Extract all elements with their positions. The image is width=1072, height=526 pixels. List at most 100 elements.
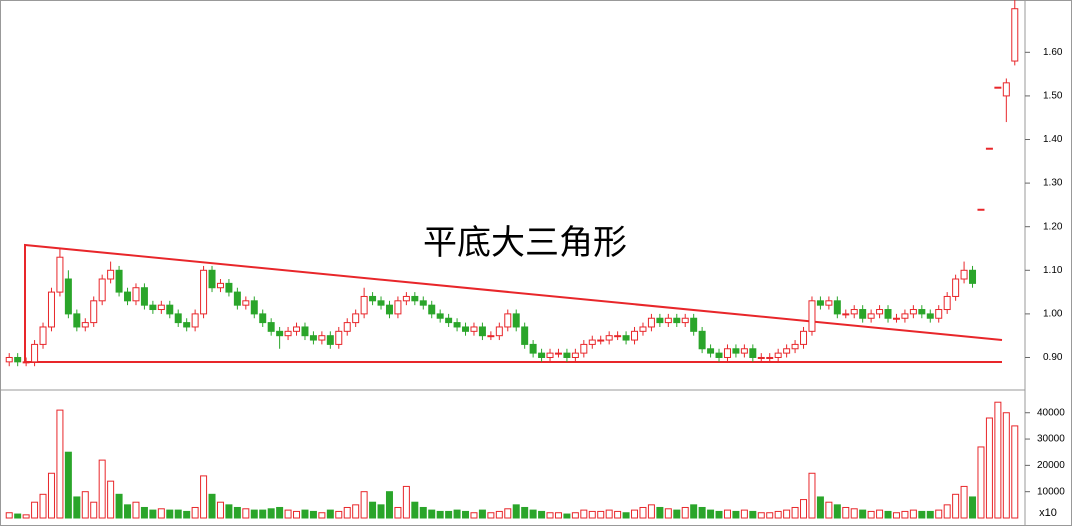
candle-body <box>200 269 208 315</box>
volume-bar <box>462 510 470 519</box>
candle-body <box>850 309 858 315</box>
candle-body <box>132 287 140 302</box>
candle-body <box>715 352 723 358</box>
volume-bar <box>335 510 343 519</box>
volume-bar <box>73 496 81 519</box>
volume-bar <box>766 512 774 519</box>
volume-bar <box>259 509 267 519</box>
candle-body <box>521 326 529 345</box>
volume-bar <box>233 506 241 519</box>
volume-bar <box>850 508 858 519</box>
candle-body <box>436 313 444 319</box>
volume-bar <box>926 510 934 519</box>
volume-bar <box>318 512 326 519</box>
candle-body <box>394 300 402 315</box>
candle-body <box>352 313 360 324</box>
candle-body <box>14 356 22 363</box>
volume-bar <box>352 504 360 519</box>
volume-bar <box>22 514 30 519</box>
volume-bar <box>487 512 495 519</box>
candle-body <box>47 291 55 328</box>
volume-bar <box>723 509 731 519</box>
candle-body <box>124 291 132 302</box>
candle-body <box>664 317 672 324</box>
candle-body <box>892 317 900 320</box>
volume-bar <box>715 510 723 519</box>
y-tick-label: 1.10 <box>1043 265 1063 276</box>
candle-body <box>647 317 655 328</box>
candle-body <box>884 309 892 319</box>
volume-bar <box>369 501 377 519</box>
volume-bar <box>445 510 453 519</box>
candle-body <box>191 313 199 328</box>
candle-body <box>428 304 436 315</box>
volume-bar <box>115 493 123 519</box>
candle-body <box>31 343 39 363</box>
candle-body <box>326 335 334 345</box>
candle-body <box>90 300 98 324</box>
candle-body <box>107 269 115 280</box>
volume-bar <box>800 499 808 519</box>
volume-bar <box>377 504 385 519</box>
candle-body <box>445 317 453 324</box>
volume-bar <box>588 510 596 519</box>
candle-body <box>673 317 681 324</box>
volume-bar <box>276 506 284 519</box>
volume-bar <box>64 451 72 519</box>
volume-bar <box>707 509 715 519</box>
volume-bar <box>157 508 165 519</box>
volume-bar <box>808 472 816 519</box>
y-tick-label: 1.50 <box>1043 91 1063 102</box>
candle-body <box>757 356 765 359</box>
volume-bar <box>757 512 765 519</box>
volume-bar <box>512 504 520 519</box>
candle-body <box>259 313 267 324</box>
volume-bar <box>411 501 419 519</box>
candle-body <box>622 335 630 341</box>
volume-bar <box>554 512 562 519</box>
volume-bar <box>183 510 191 519</box>
candle-body <box>749 348 757 358</box>
candle-body <box>800 330 808 345</box>
candle-body <box>994 86 1002 89</box>
volume-bar <box>284 509 292 519</box>
volume-bar <box>783 509 791 519</box>
candle-body <box>639 326 647 332</box>
candle-body <box>411 295 419 302</box>
volume-bar <box>90 501 98 519</box>
volume-bar <box>453 509 461 519</box>
candle-body <box>233 291 241 306</box>
volume-bar <box>867 510 875 519</box>
volume-bar <box>504 508 512 519</box>
candle-body <box>140 287 148 306</box>
volume-bar <box>884 510 892 519</box>
candle-body <box>309 335 317 341</box>
volume-bar <box>174 509 182 519</box>
volume-bar <box>216 501 224 519</box>
volume-bar <box>842 506 850 519</box>
volume-bar <box>267 508 275 519</box>
candle-body <box>225 282 233 293</box>
candle-body <box>470 326 478 332</box>
triangle-top <box>24 243 1003 362</box>
candle-body <box>969 269 977 284</box>
candle-body <box>783 348 791 354</box>
volume-bar <box>656 506 664 519</box>
candle-body <box>360 295 368 315</box>
candle-body <box>216 282 224 289</box>
volume-bar <box>360 491 368 519</box>
candle-body <box>588 339 596 345</box>
candle-body <box>487 335 495 338</box>
candle-body <box>833 300 841 315</box>
candle-body <box>1002 82 1010 97</box>
volume-bar <box>428 509 436 519</box>
candle-body <box>242 300 250 306</box>
volume-bar <box>597 510 605 519</box>
volume-bar <box>909 509 917 519</box>
volume-bar <box>876 509 884 519</box>
candle-body <box>656 317 664 324</box>
candle-body <box>918 309 926 315</box>
volume-bar <box>985 417 993 519</box>
candle-body <box>529 343 537 354</box>
